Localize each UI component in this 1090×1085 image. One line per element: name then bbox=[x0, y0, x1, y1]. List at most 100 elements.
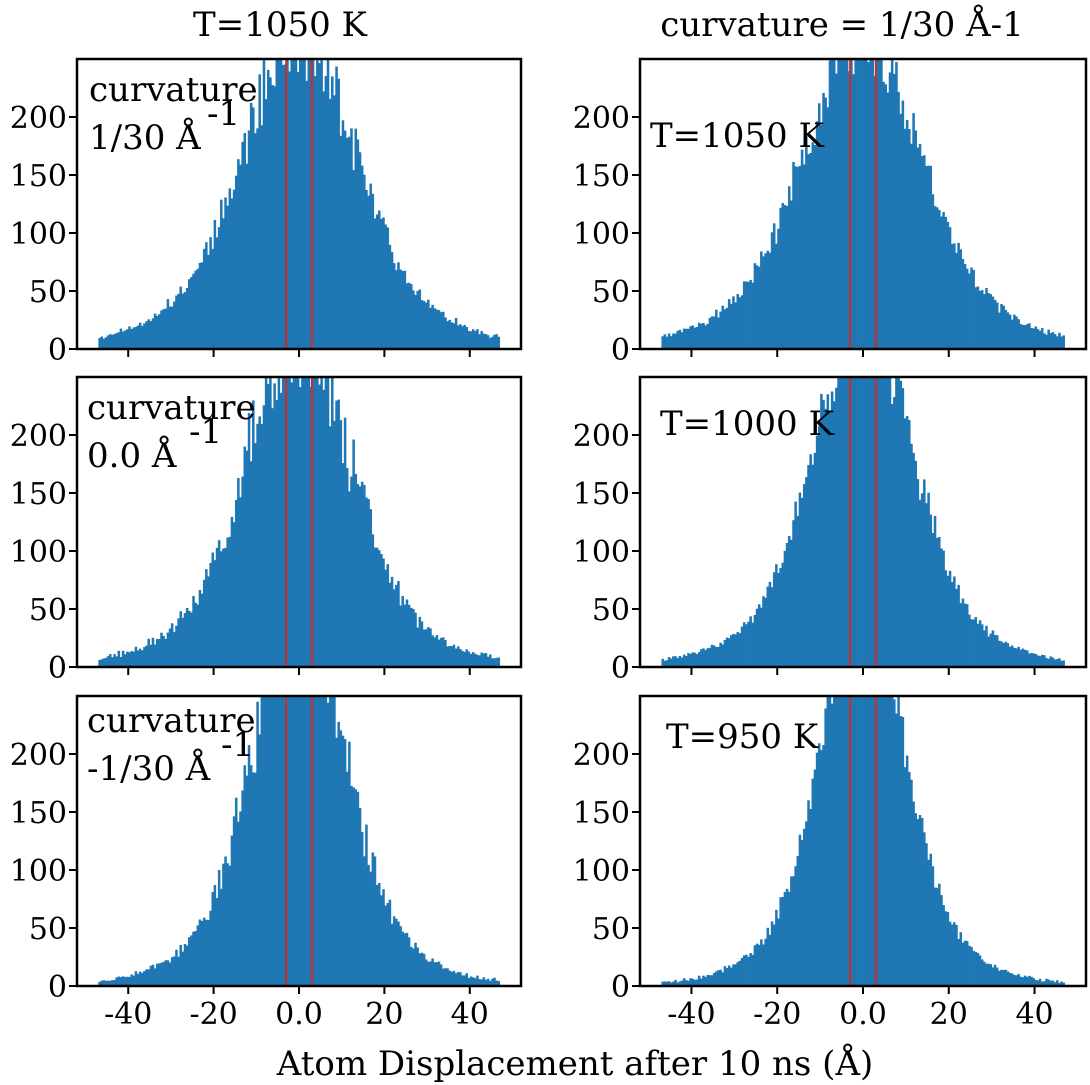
histogram-bar bbox=[884, 84, 887, 349]
histogram-bar bbox=[995, 967, 999, 986]
histogram-bar bbox=[322, 389, 326, 667]
histogram-bar bbox=[341, 463, 345, 667]
histogram-bar bbox=[983, 294, 986, 349]
histogram-bar bbox=[145, 969, 148, 986]
histogram-bar bbox=[682, 978, 686, 986]
histogram-bar bbox=[102, 338, 106, 349]
histogram-bar bbox=[745, 281, 748, 349]
histogram-bar bbox=[792, 520, 795, 667]
histogram-bar bbox=[841, 60, 845, 349]
histogram-bar bbox=[856, 696, 860, 986]
histogram-bar bbox=[850, 696, 853, 986]
histogram-bar bbox=[337, 721, 340, 986]
histogram-bar bbox=[815, 752, 819, 986]
histogram-bars bbox=[98, 59, 501, 349]
histogram-bar bbox=[136, 973, 140, 986]
histogram-bar bbox=[260, 696, 264, 986]
histogram-bar bbox=[119, 328, 123, 349]
panel-label-line: 0.0 Å bbox=[87, 435, 177, 476]
histogram-bar bbox=[194, 270, 197, 349]
histogram-bar bbox=[856, 377, 860, 667]
histogram-bar bbox=[365, 497, 368, 667]
histogram-bar bbox=[717, 317, 720, 349]
histogram-bar bbox=[427, 299, 430, 349]
histogram-bar bbox=[1021, 977, 1025, 986]
histogram-bar bbox=[942, 212, 945, 349]
y-tick-label: 50 bbox=[592, 593, 630, 628]
histogram-bar bbox=[377, 882, 381, 986]
histogram-bar bbox=[128, 652, 131, 667]
histogram-bar bbox=[446, 646, 449, 667]
histogram-bar bbox=[820, 393, 823, 667]
histogram-bar bbox=[661, 336, 664, 349]
histogram-bar bbox=[978, 290, 982, 349]
histogram-bar bbox=[337, 78, 340, 349]
histogram-bar bbox=[880, 59, 883, 349]
histogram-bar bbox=[427, 627, 430, 667]
histogram-bar bbox=[1038, 656, 1042, 667]
histogram-bar bbox=[1060, 981, 1063, 986]
histogram-bar bbox=[433, 962, 437, 986]
histogram-bar bbox=[141, 325, 144, 349]
histogram-bar bbox=[113, 654, 116, 667]
histogram-bar bbox=[785, 542, 789, 667]
histogram-bar bbox=[742, 281, 746, 349]
histogram-bar bbox=[738, 960, 742, 986]
histogram-bar bbox=[111, 657, 114, 667]
histogram-bar bbox=[147, 969, 150, 986]
histogram-bar bbox=[856, 59, 860, 349]
histogram-bar bbox=[747, 956, 750, 986]
histogram-bar bbox=[1028, 323, 1031, 349]
histogram-bar bbox=[136, 650, 140, 667]
histogram-bar bbox=[704, 650, 707, 667]
histogram-bar bbox=[111, 980, 114, 986]
histogram-bar bbox=[228, 865, 232, 986]
histogram-bar bbox=[798, 165, 802, 349]
histogram-bar bbox=[976, 286, 980, 349]
histogram-bar bbox=[429, 628, 432, 667]
histogram-bar bbox=[860, 59, 864, 349]
x-tick-label: -20 bbox=[189, 997, 237, 1032]
histogram-bar bbox=[893, 397, 896, 667]
histogram-bar bbox=[811, 778, 815, 986]
histogram-bar bbox=[345, 468, 349, 667]
histogram-bar bbox=[196, 925, 200, 986]
histogram-bar bbox=[708, 647, 712, 667]
histogram-bar bbox=[762, 596, 765, 667]
histogram-bar bbox=[164, 638, 168, 667]
histogram-bar bbox=[450, 646, 454, 667]
panel-label-line: curvature bbox=[87, 701, 256, 741]
histogram-bar bbox=[190, 612, 193, 667]
panel-right-bottom: 0 50 100 150 200 -40 -20 0.0 20 40 T=950 K bbox=[573, 694, 1088, 1032]
histogram-bar bbox=[1040, 328, 1044, 349]
histogram-bar bbox=[215, 237, 219, 349]
histogram-bar bbox=[185, 945, 189, 986]
histogram-bar bbox=[258, 734, 261, 986]
histogram-bar bbox=[145, 645, 148, 667]
histogram-bar bbox=[800, 840, 804, 986]
histogram-bar bbox=[301, 59, 304, 349]
histogram-bar bbox=[247, 413, 251, 667]
histogram-bar bbox=[147, 638, 150, 667]
histogram-bar bbox=[452, 644, 456, 667]
histogram-bar bbox=[410, 607, 413, 667]
histogram-bar bbox=[262, 59, 266, 349]
histogram-bar bbox=[985, 963, 988, 986]
histogram-bar bbox=[324, 377, 328, 667]
histogram-bar bbox=[414, 294, 417, 349]
histogram-bar bbox=[689, 978, 692, 986]
histogram-bar bbox=[695, 979, 699, 986]
histogram-bar bbox=[380, 895, 383, 986]
histogram-bar bbox=[303, 377, 306, 667]
histogram-bar bbox=[678, 656, 682, 667]
histogram-bar bbox=[162, 309, 165, 349]
histogram-bar bbox=[852, 74, 855, 349]
histogram-bar bbox=[207, 576, 210, 667]
histogram-bar bbox=[258, 74, 261, 349]
histogram-bar bbox=[1019, 649, 1023, 667]
histogram-bar bbox=[787, 186, 791, 349]
histogram-bar bbox=[220, 199, 223, 349]
histogram-bar bbox=[839, 377, 842, 667]
histogram-bar bbox=[813, 769, 817, 986]
histogram-bar bbox=[403, 604, 407, 667]
